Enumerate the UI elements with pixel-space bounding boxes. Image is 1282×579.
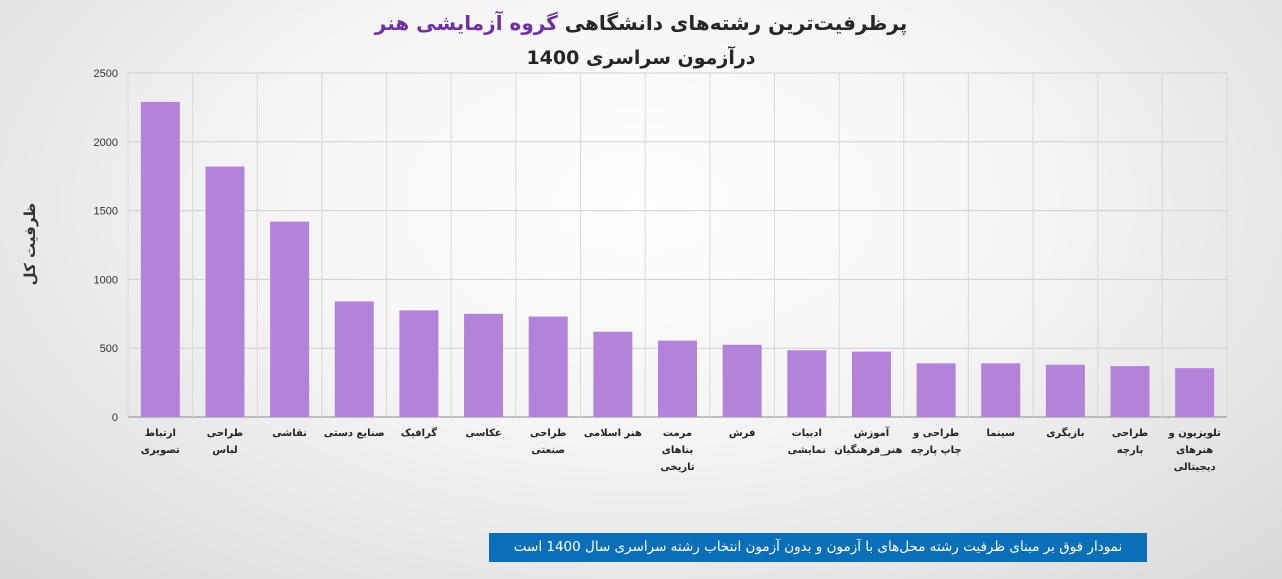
x-category-label: تلویزیون و هنرهای دیجیتالی bbox=[1168, 428, 1221, 473]
bar bbox=[464, 313, 504, 417]
x-category-label: صنایع دستی bbox=[323, 428, 385, 439]
x-category-label: نقاشی bbox=[272, 428, 307, 439]
y-tick-label: 2000 bbox=[94, 137, 118, 149]
x-category-label: مرمت بناهای تاریخی bbox=[660, 428, 695, 473]
x-category-label: عکاسی bbox=[465, 428, 502, 439]
y-axis-ticks: 0 500 1000 1500 2000 2500 bbox=[94, 68, 118, 424]
x-category-label: ارتباط تصویری bbox=[140, 428, 180, 456]
y-tick-label: 1000 bbox=[94, 274, 118, 286]
y-axis-label: ظرفیت کل bbox=[21, 202, 39, 286]
x-category-label: فرش bbox=[728, 428, 756, 439]
x-category-label: طراحی صنعتی bbox=[530, 428, 567, 456]
bar bbox=[1110, 366, 1150, 417]
bar bbox=[140, 101, 180, 418]
y-tick-label: 1500 bbox=[94, 206, 118, 218]
bar bbox=[981, 363, 1021, 417]
x-category-label: بازیگری bbox=[1046, 428, 1085, 439]
bar bbox=[1175, 368, 1215, 417]
x-category-label: هنر اسلامی bbox=[583, 428, 642, 439]
bar bbox=[270, 221, 310, 417]
bar bbox=[851, 351, 891, 417]
bar bbox=[658, 340, 697, 417]
chart-subtitle: درآزمون سراسری 1400 bbox=[526, 47, 756, 69]
chart-title-highlight: گروه آزمایشی هنر bbox=[374, 11, 558, 35]
footnote: نمودار فوق بر مبنای ظرفیت رشته محل‌های ب… bbox=[489, 533, 1147, 562]
x-category-label: سینما bbox=[986, 428, 1015, 439]
x-category-label: آموزش هنر_فرهنگیان bbox=[834, 428, 903, 456]
x-category-label: طراحی لباس bbox=[206, 428, 244, 456]
x-category-label: طراحی و چاپ پارچه bbox=[910, 428, 962, 456]
bar bbox=[205, 166, 245, 417]
bar bbox=[528, 316, 568, 417]
bar bbox=[916, 363, 956, 417]
bar bbox=[1045, 364, 1085, 417]
bar bbox=[787, 350, 827, 417]
bar bbox=[593, 331, 633, 417]
x-category-label: ادبیات نمایشی bbox=[787, 428, 826, 456]
bar bbox=[722, 344, 762, 417]
y-tick-label: 0 bbox=[112, 412, 118, 424]
x-category-label: طراحی پارچه bbox=[1111, 428, 1149, 456]
y-tick-label: 2500 bbox=[94, 68, 118, 80]
chart-gridlines bbox=[127, 72, 1228, 418]
x-category-label: گرافیک bbox=[400, 428, 438, 439]
chart-title-main: پرظرفیت‌ترین رشته‌های دانشگاهی bbox=[564, 11, 908, 35]
chart-title: پرظرفیت‌ترین رشته‌های دانشگاهی گروه آزما… bbox=[0, 6, 1282, 76]
chart-bars bbox=[140, 101, 1215, 418]
bar bbox=[399, 310, 439, 417]
bar bbox=[334, 301, 374, 417]
y-tick-label: 500 bbox=[100, 343, 118, 355]
